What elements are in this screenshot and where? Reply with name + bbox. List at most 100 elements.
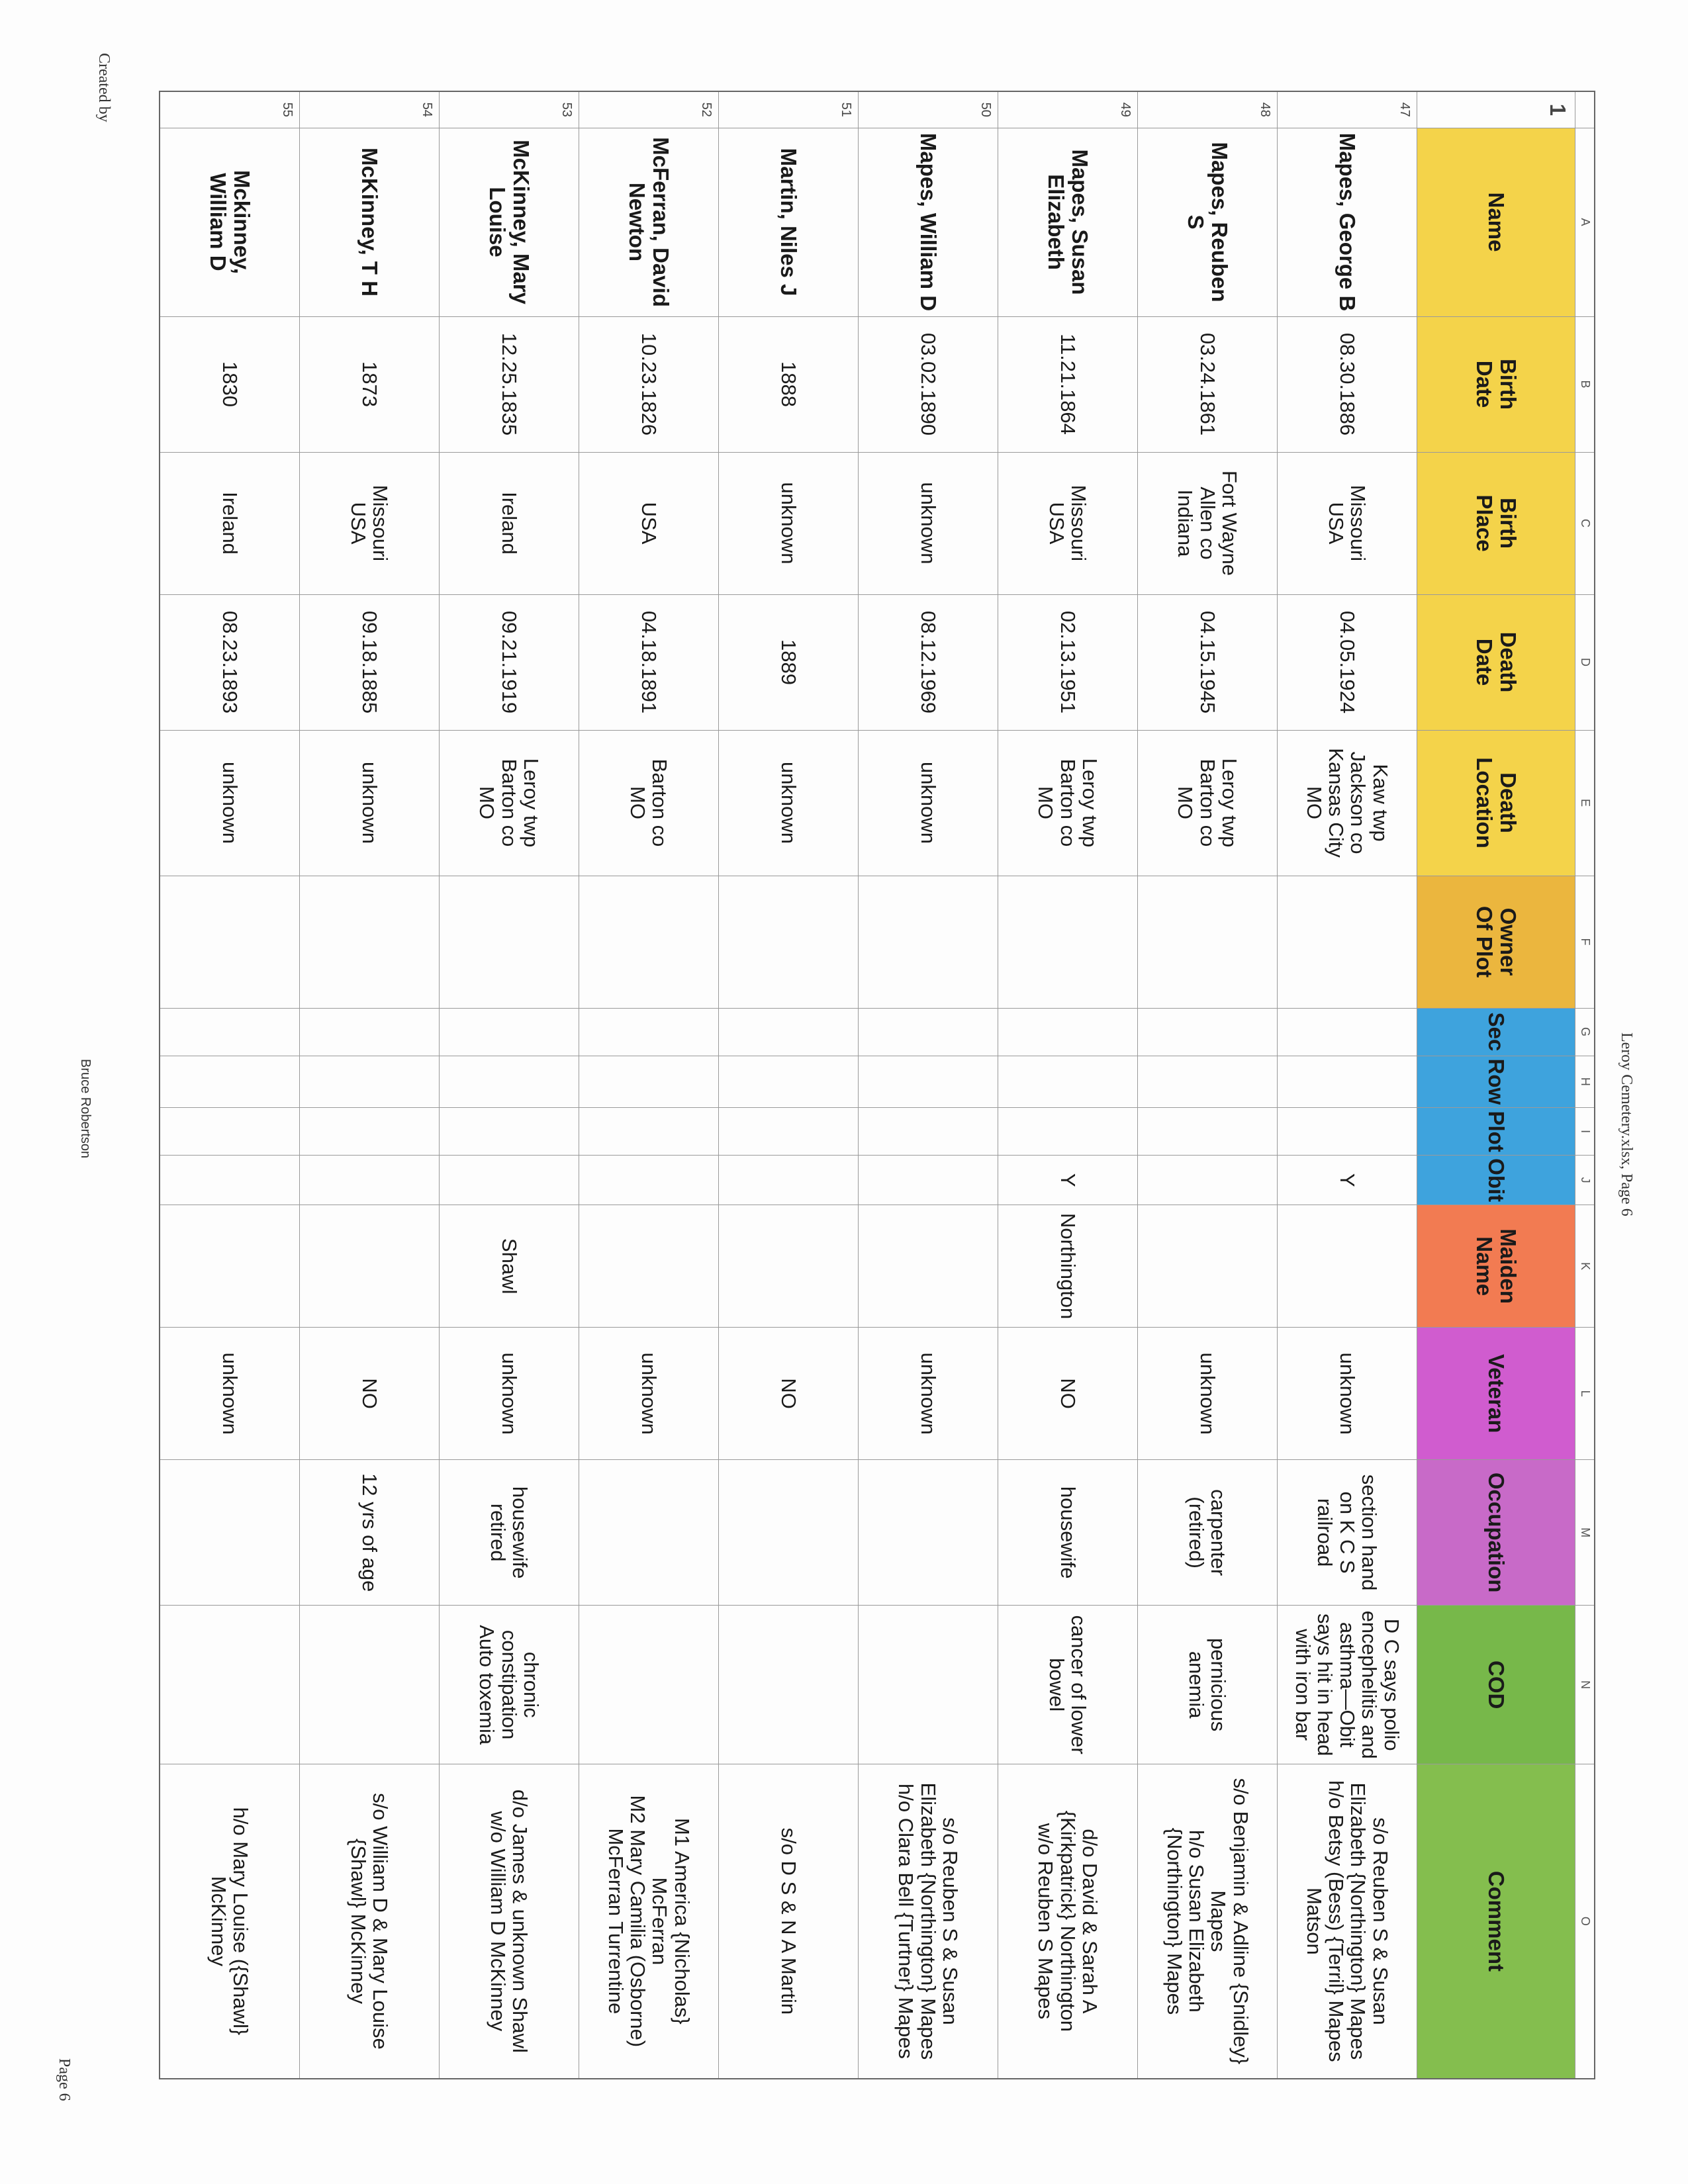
- table-cell: unknown: [439, 1327, 579, 1460]
- table-cell: [1137, 1107, 1278, 1156]
- table-cell: NO: [299, 1327, 440, 1460]
- header-row: 1 Name Birth Date Birth Place Death Date Deat…: [1417, 91, 1575, 2079]
- row-number: 1: [1417, 91, 1575, 128]
- table-row: 51 Martin, Niles J 1888 unknown 1889 unknown N…: [718, 91, 859, 2079]
- table-cell: [160, 1155, 300, 1205]
- table-cell: [718, 1605, 859, 1764]
- table-cell: Leroy twp Barton co MO: [998, 730, 1138, 876]
- table-cell: [579, 1205, 719, 1328]
- table-row: 54 McKinney, T H 1873 Missouri USA 09.18.188…: [299, 91, 440, 2079]
- table-cell: 09.18.1885: [299, 594, 440, 730]
- table-cell: s/o Reuben S & Susan Elizabeth {Northing…: [1277, 1764, 1417, 2079]
- table-cell: unknown: [858, 730, 998, 876]
- column-letter: A: [1575, 128, 1595, 316]
- table-cell: 12.25.1835: [439, 316, 579, 452]
- table-cell: [718, 1155, 859, 1205]
- table-cell: Missouri USA: [1277, 452, 1417, 594]
- column-letter: J: [1575, 1155, 1595, 1205]
- table-cell: d/o James & unknown Shawl w/o William D …: [439, 1764, 579, 2079]
- column-header: Name: [1417, 128, 1575, 316]
- table-cell: [1137, 1155, 1278, 1205]
- name-cell: Mckinney, William D: [160, 128, 300, 316]
- table-cell: section hand on K C S railroad: [1277, 1459, 1417, 1606]
- table-cell: housewife: [998, 1459, 1138, 1606]
- table-cell: NO: [998, 1327, 1138, 1460]
- table-cell: Barton co MO: [579, 730, 719, 876]
- footer-author: Bruce Robertson: [78, 1059, 93, 1159]
- row-number: 52: [579, 91, 719, 128]
- table-cell: 1873: [299, 316, 440, 452]
- table-cell: [718, 1107, 859, 1156]
- column-header: Obit: [1417, 1155, 1575, 1205]
- table-cell: d/o David & Sarah A {Kirkpatrick} Northi…: [998, 1764, 1138, 2079]
- table-cell: [718, 1205, 859, 1328]
- row-number: 50: [858, 91, 998, 128]
- row-number: 48: [1137, 91, 1278, 128]
- column-header: Sec: [1417, 1008, 1575, 1056]
- table-cell: 03.24.1861: [1137, 316, 1278, 452]
- column-header: Birth Date: [1417, 316, 1575, 452]
- table-row: 55 Mckinney, William D 1830 Ireland 08.23.18…: [160, 91, 300, 2079]
- table-cell: [1137, 1008, 1278, 1056]
- name-cell: McKinney, T H: [299, 128, 440, 316]
- table-cell: [858, 1008, 998, 1056]
- page-header: Leroy Cemetery.xlsx, Page 6: [1618, 1032, 1635, 1216]
- row-number: 55: [160, 91, 300, 128]
- table-cell: [998, 1056, 1138, 1108]
- table-cell: 08.30.1886: [1277, 316, 1417, 452]
- table-cell: unknown: [1137, 1327, 1278, 1460]
- table-cell: [1137, 1205, 1278, 1328]
- table-cell: USA: [579, 452, 719, 594]
- table-cell: Leroy twp Barton co MO: [1137, 730, 1278, 876]
- table-cell: carpenter (retired): [1137, 1459, 1278, 1606]
- table-cell: h/o Mary Louise ({Shawl} McKinney: [160, 1764, 300, 2079]
- column-header: COD: [1417, 1605, 1575, 1764]
- table-cell: Shawl: [439, 1205, 579, 1328]
- table-cell: [299, 1605, 440, 1764]
- table-cell: [718, 1056, 859, 1108]
- column-header: Maiden Name: [1417, 1205, 1575, 1328]
- table-cell: [858, 1155, 998, 1205]
- column-header: Plot: [1417, 1107, 1575, 1156]
- name-cell: McKinney, Mary Louise: [439, 128, 579, 316]
- table-cell: Fort Wayne Allen co Indiana: [1137, 452, 1278, 594]
- table-cell: [579, 1008, 719, 1056]
- table-cell: [579, 1107, 719, 1156]
- table-cell: 04.15.1945: [1137, 594, 1278, 730]
- table-cell: [160, 1605, 300, 1764]
- table-cell: Kaw twp Jackson co Kansas City MO: [1277, 730, 1417, 876]
- table-cell: s/o Benjamin & Adline {Snidley} Mapes h/…: [1137, 1764, 1278, 2079]
- table-cell: s/o Reuben S & Susan Elizabeth {Northing…: [858, 1764, 998, 2079]
- table-cell: Y: [1277, 1155, 1417, 1205]
- table-cell: 1889: [718, 594, 859, 730]
- table-cell: [160, 1056, 300, 1108]
- row-number: 49: [998, 91, 1138, 128]
- table-cell: [299, 1205, 440, 1328]
- table-cell: s/o D S & N A Martin: [718, 1764, 859, 2079]
- table-cell: [1277, 1205, 1417, 1328]
- table-cell: [1277, 1107, 1417, 1156]
- table-cell: [1137, 876, 1278, 1008]
- row-number: 53: [439, 91, 579, 128]
- table-cell: [579, 1459, 719, 1606]
- table-cell: [439, 1155, 579, 1205]
- table-cell: Leroy twp Barton co MO: [439, 730, 579, 876]
- table-cell: [998, 876, 1138, 1008]
- column-header: Row: [1417, 1056, 1575, 1108]
- table-row: 49 Mapes, Susan Elizabeth 11.21.1864 Missou…: [998, 91, 1138, 2079]
- table-row: 47 Mapes, George B 08.30.1886 Missouri USA 0…: [1277, 91, 1417, 2079]
- table-cell: unknown: [858, 452, 998, 594]
- table-cell: 04.18.1891: [579, 594, 719, 730]
- column-letter: G: [1575, 1008, 1595, 1056]
- table-cell: 1888: [718, 316, 859, 452]
- table-cell: 08.23.1893: [160, 594, 300, 730]
- table-cell: unknown: [299, 730, 440, 876]
- column-header: Owner Of Plot: [1417, 876, 1575, 1008]
- table-cell: unknown: [858, 1327, 998, 1460]
- table-cell: [160, 1107, 300, 1156]
- column-header: Occupation: [1417, 1459, 1575, 1606]
- table-cell: [439, 1056, 579, 1108]
- table-cell: 08.12.1969: [858, 594, 998, 730]
